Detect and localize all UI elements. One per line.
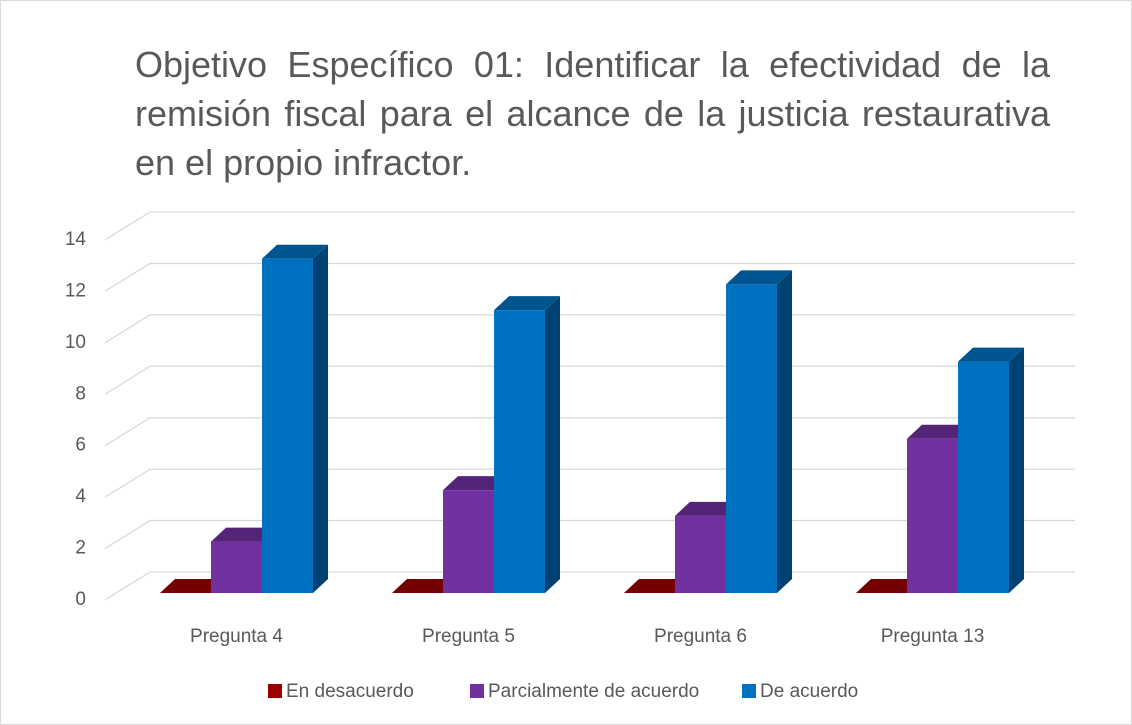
bar-top xyxy=(494,296,560,311)
bar xyxy=(494,296,560,593)
bar-top xyxy=(211,527,277,542)
bar-top xyxy=(726,270,792,285)
grid-line xyxy=(104,262,1075,292)
legend-swatch xyxy=(470,684,484,698)
x-tick-label: Pregunta 13 xyxy=(881,626,985,647)
y-tick-label: 2 xyxy=(75,538,86,559)
bar-front xyxy=(494,310,545,593)
bar-front xyxy=(443,490,494,593)
bar-top xyxy=(624,579,690,593)
bar-top xyxy=(958,347,1024,362)
bar-top xyxy=(392,579,458,593)
bar-front xyxy=(907,438,958,593)
x-tick-label: Pregunta 5 xyxy=(422,626,515,647)
bar-top xyxy=(907,424,973,439)
bar-side xyxy=(777,270,792,593)
legend-swatch xyxy=(268,684,282,698)
x-tick-label: Pregunta 6 xyxy=(654,626,747,647)
bar-front xyxy=(675,515,726,593)
bar-front xyxy=(726,284,777,593)
bar-top xyxy=(856,579,922,593)
y-tick-label: 8 xyxy=(75,383,86,404)
y-tick-label: 0 xyxy=(75,589,86,610)
x-tick-label: Pregunta 4 xyxy=(190,626,283,647)
y-tick-label: 14 xyxy=(65,229,87,250)
bar-front xyxy=(958,361,1009,593)
grid-line xyxy=(104,211,1075,241)
legend-label: En desacuerdo xyxy=(286,681,414,702)
y-tick-label: 10 xyxy=(65,332,86,353)
bar-top xyxy=(675,501,741,516)
legend-swatch xyxy=(742,684,756,698)
bar-side xyxy=(313,244,328,593)
y-tick-label: 4 xyxy=(75,486,86,507)
bar-front xyxy=(211,541,262,593)
y-tick-label: 6 xyxy=(75,435,86,456)
bar-side xyxy=(1009,347,1024,593)
bar xyxy=(726,270,792,593)
y-tick-label: 12 xyxy=(65,280,86,301)
bar xyxy=(262,244,328,593)
legend-label: De acuerdo xyxy=(760,681,858,702)
bar-front xyxy=(262,258,313,593)
chart-title: Objetivo Específico 01: Identificar la e… xyxy=(135,44,1050,183)
bar-top xyxy=(160,579,226,593)
bar-top xyxy=(443,476,509,491)
grid-line xyxy=(104,314,1075,344)
grid-line xyxy=(104,365,1075,395)
legend-label: Parcialmente de acuerdo xyxy=(488,681,699,702)
bar xyxy=(958,347,1024,593)
bar xyxy=(392,579,458,593)
bar xyxy=(856,579,922,593)
bar-side xyxy=(545,296,560,593)
bar xyxy=(624,579,690,593)
bar xyxy=(160,579,226,593)
bar-top xyxy=(262,244,328,259)
